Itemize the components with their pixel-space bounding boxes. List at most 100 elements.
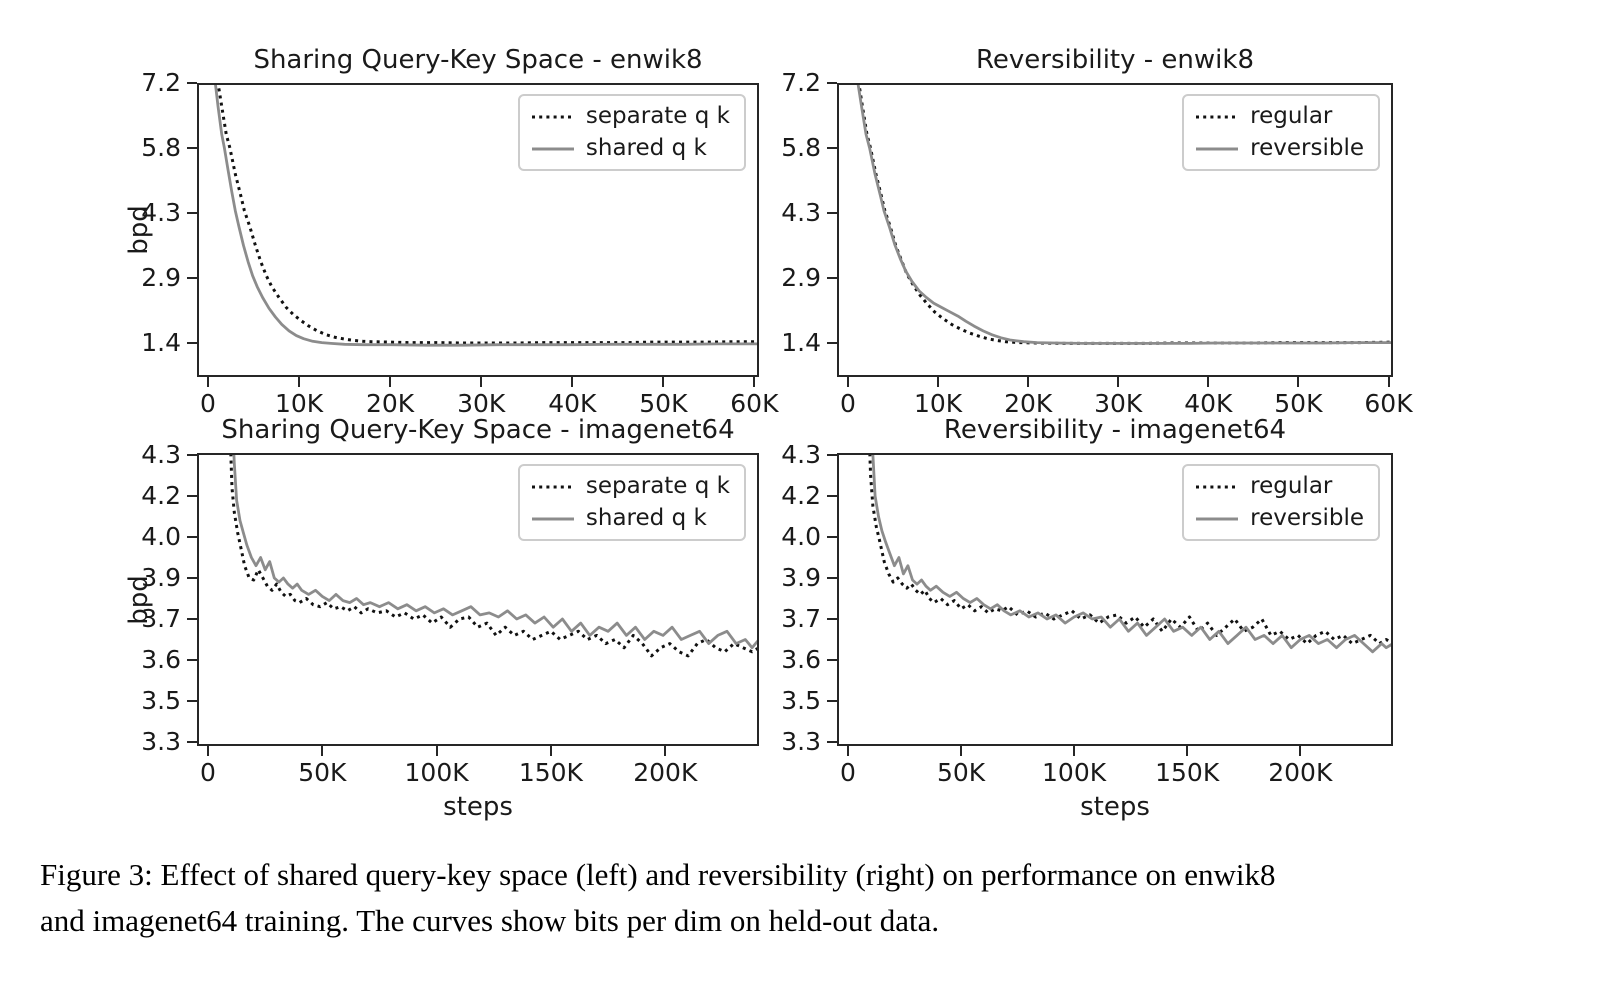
- x-tick-label: 50K: [1274, 389, 1323, 418]
- x-tick-label: 200K: [1268, 758, 1333, 787]
- line-curves: [868, 455, 1391, 654]
- y-tick-label: 4.3: [781, 198, 821, 227]
- y-tick-label: 3.6: [141, 645, 181, 674]
- series-shared-q-k: [232, 455, 757, 650]
- y-tick-mark: [827, 147, 837, 149]
- y-tick-mark: [827, 741, 837, 743]
- solid-line-sample: [1196, 147, 1239, 150]
- y-tick-mark: [187, 659, 197, 661]
- x-tick-mark: [960, 746, 963, 756]
- y-tick-label: 7.2: [781, 68, 821, 97]
- figure-caption: Figure 3: Effect of shared query-key spa…: [40, 852, 1560, 944]
- axes-area: separate q k shared q k: [197, 453, 759, 746]
- y-tick-mark: [827, 495, 837, 497]
- dotted-line-sample: [531, 485, 574, 488]
- legend: separate q k shared q k: [517, 94, 746, 171]
- x-tick-mark: [321, 746, 324, 756]
- y-tick-mark: [187, 82, 197, 84]
- series-reversible: [871, 455, 1391, 654]
- legend: regular reversible: [1182, 94, 1380, 171]
- axes-area: separate q k shared q k: [197, 83, 759, 377]
- legend-entry: reversible: [1196, 135, 1364, 162]
- x-tick-mark: [549, 746, 552, 756]
- y-tick-label: 2.9: [781, 263, 821, 292]
- y-tick-label: 4.2: [141, 481, 181, 510]
- subplot-sharing-qk-enwik8: Sharing Query-Key Space - enwik8 bpd sep…: [124, 45, 779, 416]
- legend-label: shared q k: [585, 505, 707, 531]
- y-tick-mark: [187, 536, 197, 538]
- legend-label: regular: [1250, 103, 1333, 129]
- series-separate-q-k: [216, 85, 757, 345]
- x-tick-mark: [1297, 377, 1300, 387]
- legend-entry: separate q k: [531, 103, 730, 130]
- x-tick-label: 0: [200, 389, 216, 418]
- subplot-reversibility-imagenet64: Reversibility - imagenet64 regular rever…: [781, 415, 1393, 822]
- x-tick-label: 40K: [1184, 389, 1233, 418]
- legend-entry: regular: [1196, 103, 1364, 130]
- legend-entry: separate q k: [531, 473, 730, 500]
- x-tick-mark: [1299, 746, 1302, 756]
- y-tick-label: 4.2: [781, 481, 821, 510]
- series-shared-q-k: [214, 85, 757, 347]
- y-tick-label: 4.3: [781, 440, 821, 469]
- x-axis-label: steps: [1080, 792, 1150, 822]
- y-tick-mark: [187, 741, 197, 743]
- x-tick-label: 40K: [548, 389, 597, 418]
- x-tick-mark: [480, 377, 483, 387]
- caption-line-1: Figure 3: Effect of shared query-key spa…: [40, 857, 1276, 892]
- y-tick-mark: [187, 147, 197, 149]
- series-separate-q-k: [229, 455, 757, 658]
- y-tick-label: 3.7: [781, 604, 821, 633]
- x-axis-label: steps: [443, 792, 513, 822]
- y-tick-label: 2.9: [141, 263, 181, 292]
- y-tick-label: 4.0: [141, 522, 181, 551]
- x-tick-label: 0: [840, 389, 856, 418]
- x-tick-label: 200K: [633, 758, 698, 787]
- series-reversible: [856, 85, 1391, 345]
- y-tick-mark: [827, 577, 837, 579]
- y-tick-label: 1.4: [141, 328, 181, 357]
- y-tick-label: 3.3: [141, 727, 181, 756]
- legend-entry: shared q k: [531, 505, 730, 532]
- x-tick-mark: [1073, 746, 1076, 756]
- x-tick-mark: [207, 377, 209, 387]
- plot-title: Reversibility - imagenet64: [943, 415, 1287, 445]
- x-tick-label: 30K: [457, 389, 506, 418]
- x-tick-label: 50K: [936, 758, 986, 787]
- solid-line-sample: [1196, 517, 1239, 520]
- x-tick-mark: [435, 746, 438, 756]
- y-tick-label: 3.3: [781, 727, 821, 756]
- y-tick-label: 5.8: [781, 133, 821, 162]
- y-tick-mark: [187, 277, 197, 279]
- x-tick-label: 150K: [1155, 758, 1220, 787]
- y-tick-mark: [827, 342, 837, 344]
- x-tick-mark: [847, 746, 849, 756]
- x-tick-label: 10K: [913, 389, 963, 418]
- legend-label: shared q k: [585, 135, 707, 161]
- solid-line-sample: [531, 517, 574, 520]
- x-tick-label: 60K: [730, 389, 779, 418]
- y-tick-mark: [827, 700, 837, 702]
- x-tick-mark: [298, 377, 301, 387]
- legend-label: reversible: [1250, 135, 1364, 161]
- x-tick-mark: [1027, 377, 1030, 387]
- caption-line-2: and imagenet64 training. The curves show…: [40, 903, 940, 938]
- legend-label: separate q k: [585, 103, 730, 129]
- x-tick-mark: [664, 746, 667, 756]
- x-tick-label: 10K: [274, 389, 324, 418]
- y-tick-label: 4.0: [781, 522, 821, 551]
- x-tick-mark: [662, 377, 665, 387]
- y-tick-mark: [187, 342, 197, 344]
- y-tick-label: 3.9: [141, 563, 181, 592]
- x-tick-mark: [571, 377, 574, 387]
- axes-area: regular reversible: [837, 83, 1393, 377]
- x-tick-label: 100K: [1042, 758, 1107, 787]
- x-tick-label: 50K: [639, 389, 688, 418]
- subplot-reversibility-enwik8: Reversibility - enwik8 regular reversibl…: [781, 45, 1412, 416]
- y-tick-mark: [827, 659, 837, 661]
- y-tick-mark: [187, 212, 197, 214]
- legend-entry: reversible: [1196, 505, 1364, 532]
- y-tick-mark: [827, 212, 837, 214]
- x-tick-label: 100K: [404, 758, 469, 787]
